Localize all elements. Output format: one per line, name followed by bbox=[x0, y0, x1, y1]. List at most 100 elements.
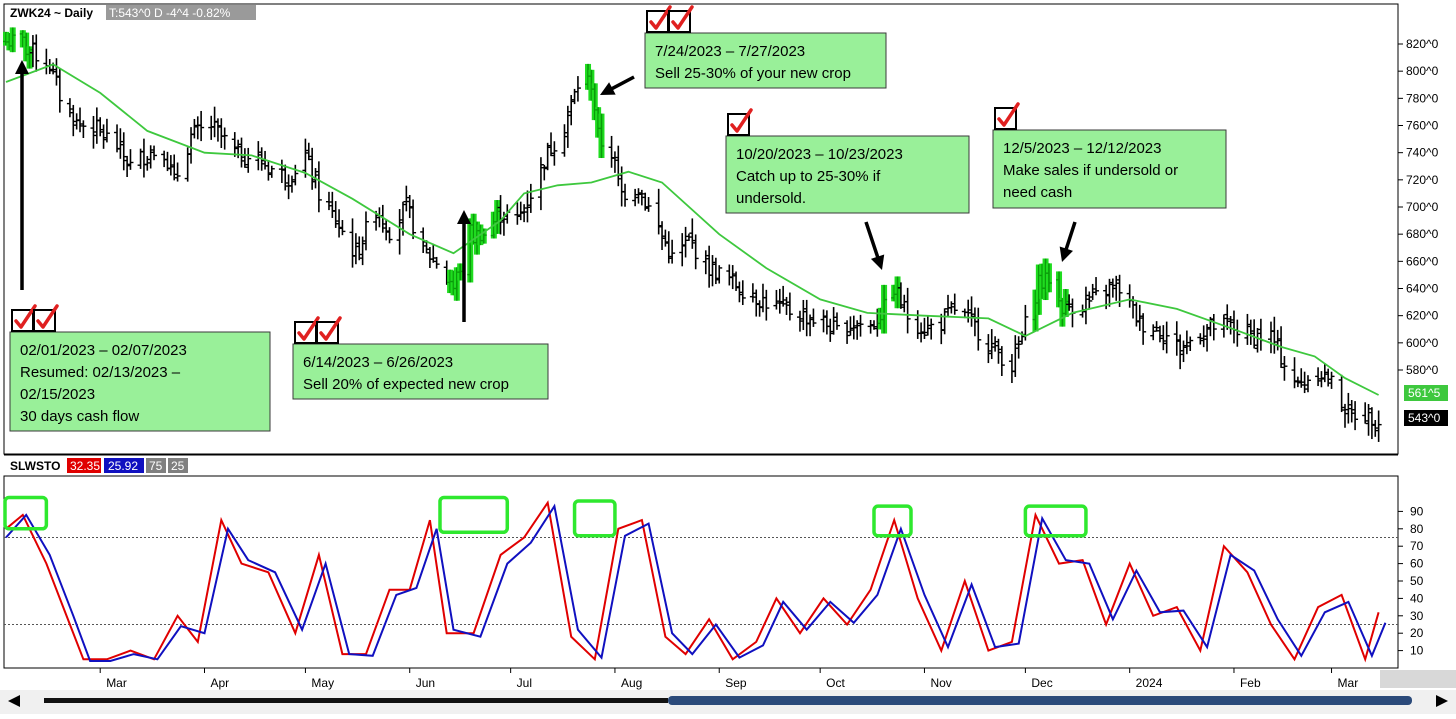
price-bar bbox=[1180, 340, 1187, 363]
price-bar bbox=[214, 118, 221, 142]
price-bar bbox=[315, 161, 322, 213]
stoch-tick-label: 90 bbox=[1410, 504, 1424, 518]
price-bar bbox=[231, 132, 238, 157]
indicator-title: SLWSTO bbox=[10, 459, 60, 473]
stoch-tick-label: 30 bbox=[1410, 609, 1424, 623]
price-bar bbox=[255, 141, 262, 171]
price-bar bbox=[480, 228, 487, 244]
price-bar bbox=[975, 307, 982, 351]
check-mark-icon bbox=[730, 108, 753, 133]
price-bar bbox=[80, 120, 87, 139]
scroll-thumb[interactable] bbox=[668, 696, 1412, 705]
price-tick-label: 780^0 bbox=[1406, 91, 1439, 105]
price-bar bbox=[70, 104, 77, 137]
price-bar bbox=[100, 124, 107, 149]
stoch-tick-label: 20 bbox=[1410, 626, 1424, 640]
price-bar bbox=[309, 147, 316, 190]
check-mark-icon bbox=[36, 304, 59, 329]
price-bar bbox=[288, 175, 295, 193]
price-bar bbox=[807, 314, 814, 337]
price-bar bbox=[786, 292, 793, 321]
annotation-box bbox=[725, 135, 970, 214]
price-bar bbox=[1082, 286, 1089, 325]
price-bar bbox=[689, 218, 696, 249]
annotation-box bbox=[644, 32, 887, 89]
check-mark-icon bbox=[297, 316, 320, 341]
price-bar bbox=[564, 105, 571, 148]
price-tick-label: 700^0 bbox=[1406, 200, 1439, 214]
arrow-shaft bbox=[864, 221, 881, 262]
price-bar bbox=[1160, 325, 1167, 351]
price-bar bbox=[635, 188, 642, 204]
price-bar bbox=[918, 322, 925, 343]
price-bar bbox=[894, 276, 901, 309]
price-bar bbox=[992, 336, 999, 352]
price-bar bbox=[995, 338, 1002, 364]
price-bar bbox=[77, 107, 84, 133]
scroll-left-icon[interactable] bbox=[8, 695, 20, 707]
d-value: 25.92 bbox=[108, 459, 138, 473]
price-bar bbox=[847, 316, 854, 336]
annotation-line: need cash bbox=[1003, 184, 1072, 201]
price-bar bbox=[305, 142, 312, 161]
price-bar bbox=[1086, 291, 1093, 310]
price-bar bbox=[265, 160, 272, 181]
price-bar bbox=[1062, 289, 1069, 318]
note-feb: 02/01/2023 – 02/07/2023 Resumed: 02/13/20… bbox=[9, 60, 271, 432]
check-mark-icon bbox=[649, 5, 672, 30]
arrow-head-icon bbox=[15, 60, 29, 74]
price-bar bbox=[1352, 401, 1359, 431]
price-bar bbox=[709, 255, 716, 287]
annotation-box bbox=[992, 129, 1227, 209]
price-bar bbox=[1173, 321, 1180, 356]
annotation-line: 02/01/2023 – 02/07/2023 bbox=[20, 342, 187, 359]
price-bar bbox=[1341, 403, 1348, 428]
arrow-head-icon bbox=[1059, 246, 1073, 262]
price-bar bbox=[881, 284, 888, 334]
price-bar bbox=[1106, 278, 1113, 307]
d-value-badge-bg bbox=[104, 458, 144, 473]
arrow-shaft bbox=[608, 75, 635, 92]
price-bar bbox=[632, 188, 639, 207]
price-bar bbox=[820, 309, 827, 333]
moving-average-line bbox=[5, 63, 1380, 396]
price-bar bbox=[359, 236, 366, 266]
checkbox-icon bbox=[646, 5, 672, 33]
price-tick-label: 600^0 bbox=[1406, 336, 1439, 350]
price-bar bbox=[548, 132, 555, 157]
price-bar bbox=[733, 271, 740, 291]
note-dec: 12/5/2023 – 12/12/2023 Make sales if unde… bbox=[992, 102, 1227, 262]
scroll-track-line bbox=[44, 698, 668, 703]
annotation-line: Make sales if undersold or bbox=[1003, 162, 1178, 179]
price-bar bbox=[127, 149, 134, 170]
price-bar bbox=[800, 299, 807, 331]
price-bar bbox=[26, 46, 33, 69]
price-bar bbox=[238, 137, 245, 168]
price-bar bbox=[494, 200, 501, 234]
quote-badge-bg bbox=[106, 5, 256, 20]
checkbox-icon bbox=[33, 304, 59, 332]
price-bar bbox=[302, 138, 309, 178]
stoch-tick-label: 50 bbox=[1410, 574, 1424, 588]
last-price-tag-bg bbox=[1404, 410, 1448, 426]
arrow-head-icon bbox=[870, 254, 885, 270]
price-bar bbox=[1325, 368, 1332, 387]
price-bar bbox=[1362, 402, 1369, 424]
price-bar bbox=[1200, 325, 1207, 348]
price-bar bbox=[171, 154, 178, 181]
scroll-right-icon[interactable] bbox=[1436, 695, 1448, 707]
price-bar bbox=[988, 329, 995, 360]
price-bar bbox=[1375, 410, 1382, 442]
annotation-line: 6/14/2023 – 6/26/2023 bbox=[303, 354, 453, 371]
stoch-k-line bbox=[5, 500, 1380, 663]
price-bar bbox=[638, 189, 645, 206]
annotation-line: 30 days cash flow bbox=[20, 408, 139, 425]
x-tick-label: Jun bbox=[416, 676, 435, 690]
upper-level-value: 75 bbox=[149, 459, 163, 473]
price-bar bbox=[1089, 283, 1096, 300]
price-bar bbox=[622, 183, 629, 207]
price-bar bbox=[1224, 304, 1231, 330]
price-bar bbox=[551, 141, 558, 166]
price-bar bbox=[103, 118, 110, 143]
